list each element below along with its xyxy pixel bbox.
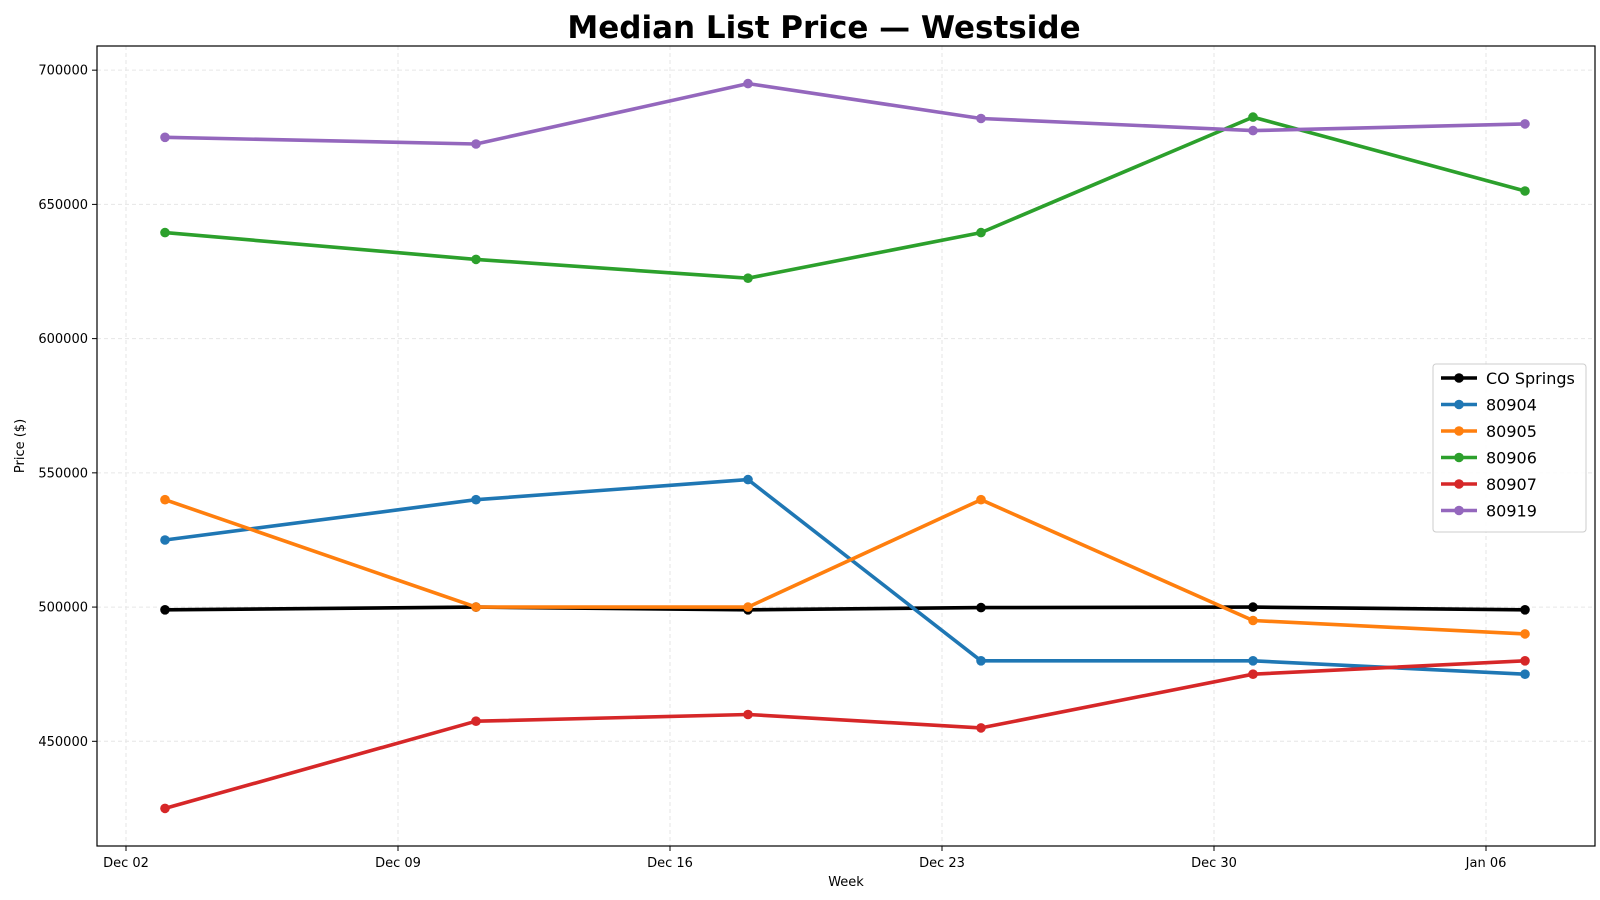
legend-swatch-marker xyxy=(1454,399,1464,410)
data-point xyxy=(1248,669,1258,679)
data-point xyxy=(1520,186,1530,196)
legend-label: 80919 xyxy=(1486,502,1537,521)
legend-item: 80907 xyxy=(1441,475,1537,494)
legend-label: 80906 xyxy=(1486,449,1537,468)
data-point xyxy=(976,723,986,733)
x-tick-label: Jan 06 xyxy=(1465,856,1507,871)
data-point xyxy=(1520,656,1530,666)
data-point xyxy=(1520,669,1530,679)
series-line xyxy=(163,81,1527,146)
y-tick-label: 500000 xyxy=(38,601,88,616)
y-tick-label: 700000 xyxy=(38,64,88,79)
data-point xyxy=(1248,112,1258,122)
x-tick-label: Dec 16 xyxy=(647,856,693,871)
data-point xyxy=(471,254,481,265)
series-line xyxy=(163,477,1527,677)
data-point xyxy=(1248,602,1258,612)
series-line xyxy=(163,605,1527,612)
x-axis: Dec 02 Dec 09 Dec 16 Dec 23 Dec 30 Jan 06 xyxy=(103,846,1506,871)
plot-area-frame xyxy=(96,45,1596,847)
chart-title: Median List Price — Westside xyxy=(567,10,1080,46)
series-80907 xyxy=(160,656,1530,814)
data-point xyxy=(1520,605,1530,615)
series-80919 xyxy=(160,78,1530,149)
legend-swatch-marker xyxy=(1454,505,1464,516)
legend-label: 80907 xyxy=(1486,475,1537,494)
series-layer xyxy=(160,78,1530,814)
data-point xyxy=(160,227,170,238)
data-point xyxy=(1520,119,1530,129)
data-point xyxy=(743,78,753,89)
data-point xyxy=(976,227,986,238)
data-point xyxy=(160,132,170,143)
data-point xyxy=(1248,125,1258,136)
data-point xyxy=(160,605,170,615)
data-point xyxy=(743,602,753,612)
legend-swatch-marker xyxy=(1454,373,1464,383)
legend-label: 80905 xyxy=(1486,422,1537,441)
data-point xyxy=(976,113,986,124)
legend-item: 80904 xyxy=(1441,396,1537,415)
data-point xyxy=(471,494,481,505)
y-axis: 450000 500000 550000 600000 650000 700000 xyxy=(38,64,97,750)
legend-item: CO Springs xyxy=(1441,369,1575,388)
x-tick-label: Dec 30 xyxy=(1191,856,1237,871)
x-tick-label: Dec 02 xyxy=(103,856,149,871)
series-80905 xyxy=(160,494,1530,639)
data-point xyxy=(976,602,986,613)
data-point xyxy=(743,273,753,284)
data-point xyxy=(471,602,481,612)
grid xyxy=(97,46,1595,846)
x-tick-label: Dec 09 xyxy=(375,856,421,871)
series-80904 xyxy=(160,474,1530,679)
series-co-springs xyxy=(160,602,1530,615)
data-point xyxy=(743,709,753,720)
data-point xyxy=(471,139,481,149)
y-tick-label: 450000 xyxy=(38,735,88,750)
data-point xyxy=(160,535,170,545)
legend-item: 80919 xyxy=(1441,502,1537,521)
legend-item: 80905 xyxy=(1441,422,1537,441)
legend-label: 80904 xyxy=(1486,396,1537,415)
data-point xyxy=(1248,656,1258,666)
x-tick-label: Dec 23 xyxy=(919,856,965,871)
y-tick-label: 550000 xyxy=(38,466,88,481)
y-axis-label: Price ($) xyxy=(13,419,28,473)
data-point xyxy=(160,494,170,505)
legend-item: 80906 xyxy=(1441,449,1537,468)
legend: CO Springs 80904 80905 80906 80907 80919 xyxy=(1432,363,1587,533)
series-80906 xyxy=(160,112,1530,284)
data-point xyxy=(976,494,986,505)
data-point xyxy=(1248,615,1258,626)
data-point xyxy=(1520,629,1530,639)
y-tick-label: 600000 xyxy=(38,332,88,347)
data-point xyxy=(976,656,986,666)
series-line xyxy=(163,658,1527,811)
legend-swatch-marker xyxy=(1454,452,1464,463)
legend-label: CO Springs xyxy=(1486,369,1575,388)
y-tick-label: 650000 xyxy=(38,198,88,213)
data-point xyxy=(471,716,481,726)
series-line xyxy=(163,497,1527,636)
data-point xyxy=(743,474,753,485)
x-axis-label: Week xyxy=(828,875,864,890)
legend-swatch-marker xyxy=(1454,479,1464,489)
data-point xyxy=(160,803,170,814)
legend-swatch-marker xyxy=(1454,426,1464,436)
